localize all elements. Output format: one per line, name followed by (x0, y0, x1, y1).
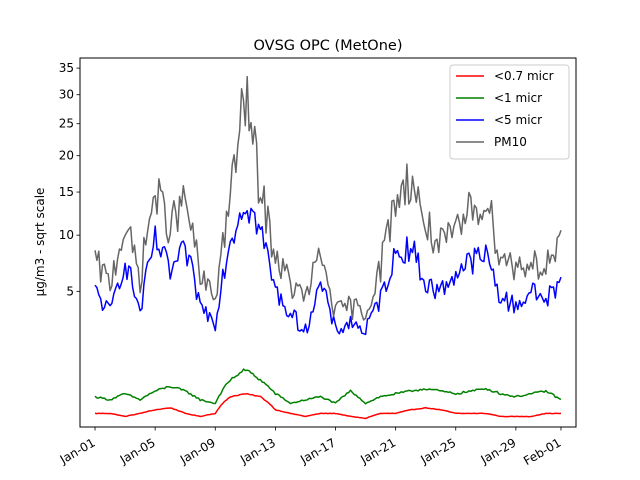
legend-label: <0.7 micr (494, 69, 554, 83)
y-tick-label: 25 (59, 117, 74, 131)
series-line-3 (94, 207, 562, 336)
y-axis-label: µg/m3 - sqrt scale (33, 188, 47, 297)
y-tick-label: 20 (59, 149, 74, 163)
series-line-1 (94, 392, 562, 420)
y-tick-label: 15 (59, 185, 74, 199)
y-tick-label: 30 (59, 88, 74, 102)
series-line-4 (94, 75, 562, 321)
series-layer (94, 75, 562, 420)
legend-label: <5 micr (494, 113, 542, 127)
chart-title: OVSG OPC (MetOne) (254, 38, 403, 54)
legend-label: <1 micr (494, 91, 542, 105)
plot-frame (79, 57, 577, 428)
y-tick-label: 35 (59, 61, 74, 75)
y-tick-label: 10 (59, 228, 74, 242)
legend-label: PM10 (494, 135, 527, 149)
series-line-2 (94, 368, 562, 405)
legend-box (449, 64, 570, 160)
legend: <0.7 micr <1 micr <5 micr PM10 (449, 64, 570, 160)
y-tick-label: 5 (66, 284, 74, 298)
y-ticks: 5 10 15 20 25 30 35 (59, 61, 80, 298)
